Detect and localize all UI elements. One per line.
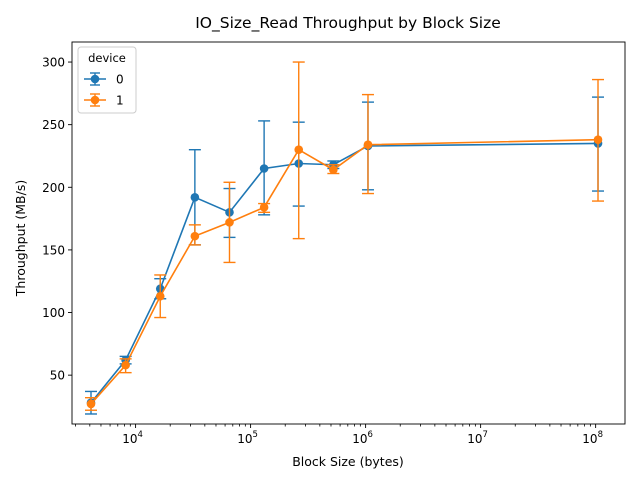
data-point	[294, 145, 304, 155]
x-tick-label-base: 10	[582, 432, 597, 446]
data-point	[121, 360, 130, 370]
series-line	[90, 142, 599, 404]
legend-box	[77, 46, 137, 114]
legend-label: 1	[116, 94, 124, 108]
x-tick-label: 107	[467, 430, 488, 446]
x-tick-label-exponent: 6	[368, 430, 373, 440]
y-axis-label: Throughput (MB/s)	[13, 180, 28, 297]
data-point	[225, 218, 234, 227]
x-tick-label: 106	[352, 430, 373, 446]
data-point	[190, 193, 200, 202]
x-tick-label-base: 10	[122, 432, 137, 446]
y-tick-label: 300	[42, 56, 65, 70]
legend-label: 0	[116, 73, 124, 87]
series-line	[90, 138, 599, 405]
chart-title: IO_Size_Read Throughput by Block Size	[195, 14, 501, 33]
data-point	[190, 231, 200, 241]
x-tick-label: 105	[237, 430, 258, 446]
x-axis-label: Block Size (bytes)	[292, 454, 404, 469]
data-point	[593, 135, 603, 144]
data-point	[155, 291, 165, 301]
data-point	[86, 399, 96, 409]
y-tick-label: 200	[42, 181, 65, 195]
legend-marker	[90, 95, 100, 105]
y-tick-label: 50	[50, 369, 65, 383]
series-1	[85, 61, 605, 411]
x-tick-label-exponent: 8	[598, 430, 603, 440]
data-point	[259, 164, 269, 173]
data-point	[329, 165, 338, 175]
x-tick-label-base: 10	[237, 432, 252, 446]
x-tick-label: 104	[122, 430, 143, 446]
data-point	[363, 140, 373, 150]
x-tick-label-exponent: 4	[138, 430, 143, 440]
axes-frame	[71, 41, 626, 425]
legend: device 0 1	[77, 46, 137, 114]
y-tick-label: 150	[42, 243, 65, 257]
x-tick-label: 108	[582, 430, 603, 446]
legend-title: device	[88, 51, 126, 65]
x-tick-label-base: 10	[467, 432, 482, 446]
x-tick-label-exponent: 5	[253, 430, 258, 440]
x-tick-label-exponent: 7	[483, 430, 488, 440]
data-point	[259, 203, 269, 212]
legend-marker	[90, 74, 100, 84]
y-tick-label: 100	[42, 306, 65, 320]
y-tick-label: 250	[42, 118, 65, 132]
x-tick-label-base: 10	[352, 432, 367, 446]
